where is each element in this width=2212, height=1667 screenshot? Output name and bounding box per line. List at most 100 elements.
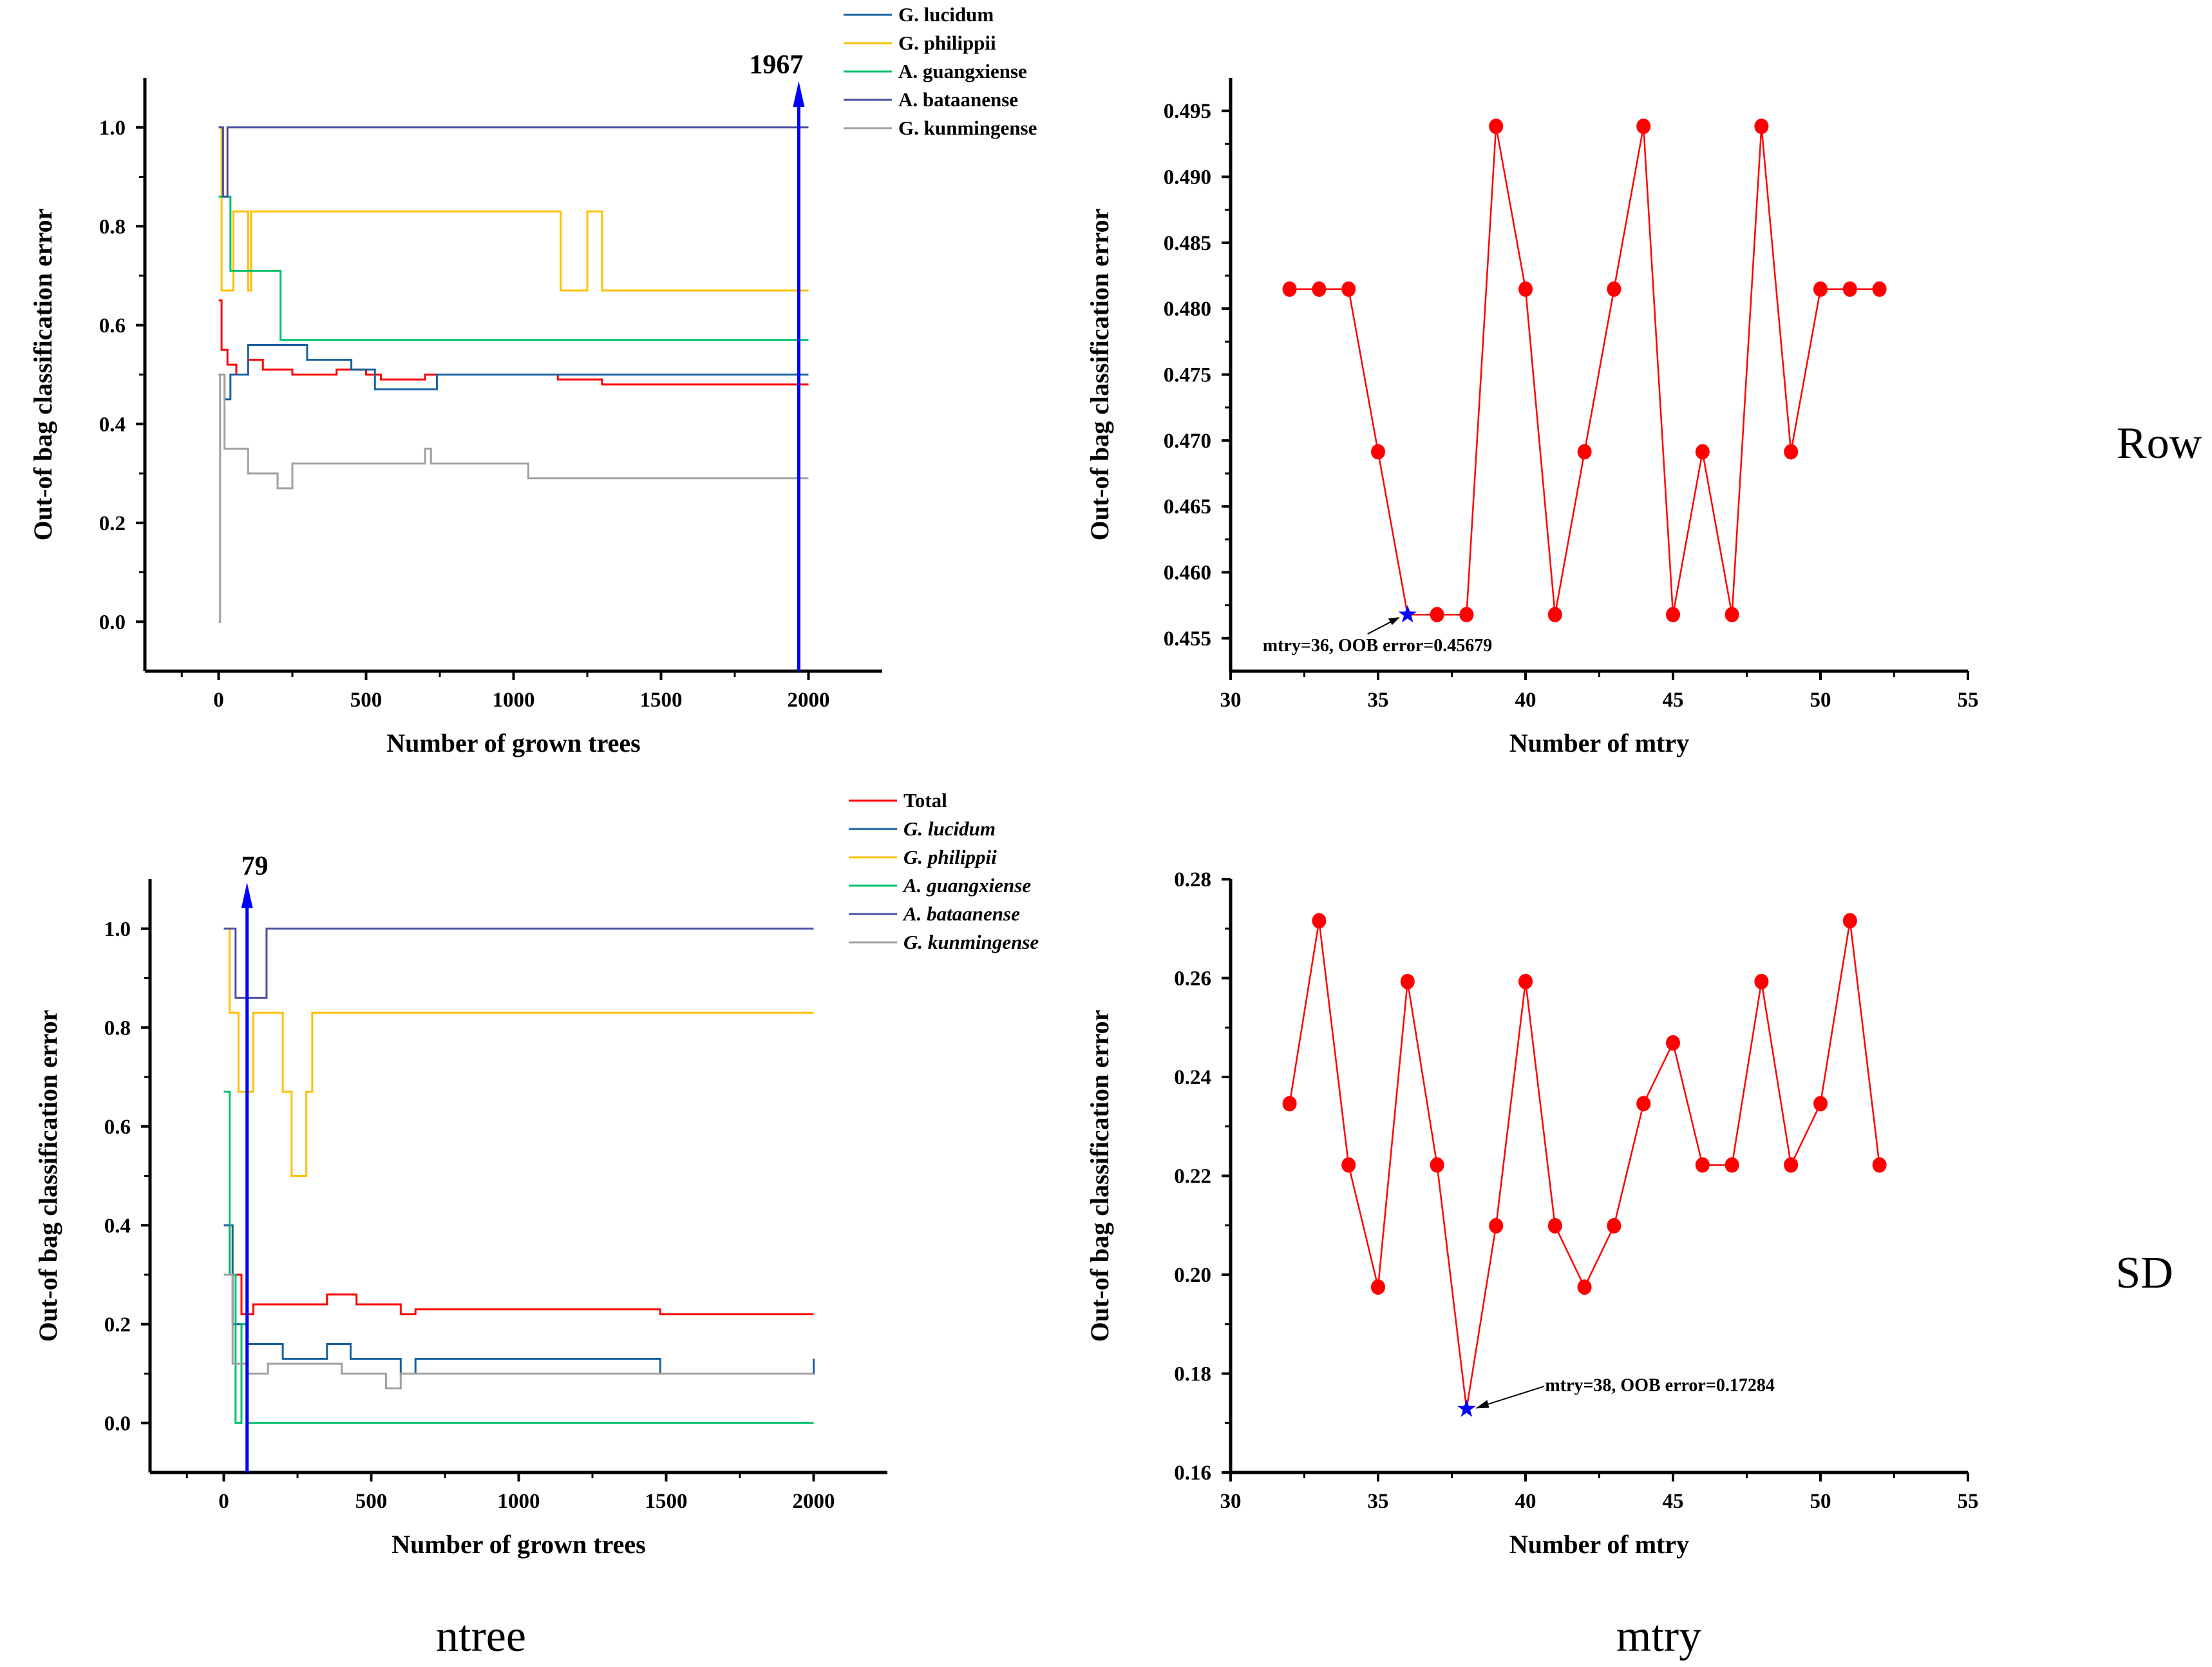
sd-ntree-chart: 0 500 1000 1500 2000 0.0 0.2 0.4 0.6 0.8 1.0 Number… — [33, 789, 1039, 1559]
row-label: Row — [2117, 419, 2202, 468]
legend-label: G. lucidum — [903, 817, 996, 840]
x-tick-label: 30 — [1220, 1490, 1242, 1513]
arrow-head-icon — [793, 81, 805, 107]
data-point — [1784, 444, 1799, 460]
x-tick-label: 40 — [1515, 1490, 1536, 1513]
y-axis-title: Out-of bag classification error — [28, 209, 57, 541]
legend-label: G. kunmingense — [898, 117, 1037, 139]
series-line-total — [223, 1224, 814, 1315]
data-point — [1371, 1279, 1385, 1295]
x-tick-label: 1500 — [645, 1490, 688, 1513]
data-point — [1312, 281, 1327, 297]
y-tick-label: 0.24 — [1174, 1066, 1211, 1089]
legend-label: A. bataanense — [898, 88, 1018, 111]
x-tick-label: 500 — [355, 1490, 388, 1513]
sd-label: SD — [2115, 1248, 2173, 1298]
y-tick-label: 0.495 — [1164, 100, 1211, 123]
data-point — [1842, 913, 1857, 929]
series-line-g-philippii — [223, 928, 814, 1177]
series-line-a-bataanense — [223, 928, 814, 999]
legend-label: A. guangxiense — [902, 874, 1031, 897]
y-tick-label: 0.20 — [1174, 1264, 1211, 1287]
x-tick-label: 1500 — [640, 689, 683, 712]
mtry-label: mtry — [1616, 1612, 1701, 1661]
ntree-label: ntree — [436, 1612, 526, 1661]
x-tick-label: 40 — [1515, 689, 1536, 712]
best-mtry-annotation: mtry=38, OOB error=0.17284 — [1545, 1375, 1774, 1395]
y-tick-label: 0.0 — [99, 611, 126, 634]
x-tick-label: 45 — [1663, 1490, 1684, 1513]
series-line-g-philippii — [218, 126, 809, 292]
data-point — [1547, 1218, 1562, 1234]
x-tick-label: 1000 — [493, 689, 535, 712]
y-tick-label: 1.0 — [104, 918, 131, 941]
y-tick-label: 0.8 — [99, 215, 126, 238]
x-tick-label: 35 — [1368, 1490, 1389, 1513]
y-tick-label: 0.485 — [1164, 232, 1211, 255]
x-tick-label: 30 — [1220, 689, 1242, 712]
data-point — [1282, 281, 1297, 297]
arrow-head-icon — [241, 882, 253, 908]
legend-label: Total — [903, 789, 947, 812]
series-line-g-lucidum — [223, 1224, 815, 1375]
optimal-ntree-label: 79 — [241, 852, 269, 881]
data-point — [1518, 281, 1533, 297]
data-point — [1784, 1157, 1799, 1173]
x-tick-label: 2000 — [788, 689, 830, 712]
y-tick-label: 0.6 — [104, 1116, 131, 1139]
series-line-g-kunmingense — [223, 1273, 814, 1390]
arrow-head-icon — [1388, 617, 1400, 625]
y-axis-title: Out-of bag classification error — [1085, 1010, 1114, 1342]
data-point — [1312, 913, 1327, 929]
series-line-g-lucidum — [218, 343, 809, 401]
data-point — [1341, 281, 1356, 297]
x-tick-label: 500 — [350, 689, 383, 712]
data-point — [1577, 444, 1592, 460]
x-tick-label: 2000 — [793, 1490, 835, 1513]
data-point — [1489, 1218, 1504, 1234]
optimal-ntree-label: 1967 — [749, 50, 803, 80]
legend-label: G. kunmingense — [903, 931, 1039, 953]
series-line — [1289, 126, 1880, 616]
data-point — [1282, 1096, 1297, 1112]
x-tick-label: 0 — [213, 689, 224, 712]
data-point — [1813, 1096, 1828, 1112]
row-mtry-chart: 30 35 40 45 50 55 0.455 0.460 0.465 0.470 0.475 0.4… — [1085, 78, 1979, 757]
data-point — [1607, 281, 1621, 297]
y-tick-label: 0.18 — [1174, 1363, 1211, 1386]
data-point — [1725, 607, 1739, 623]
legend-label: G. philippii — [898, 32, 996, 54]
data-point — [1872, 1157, 1887, 1173]
y-axis-title: Out-of bag classification error — [33, 1010, 62, 1342]
data-point — [1489, 119, 1504, 135]
data-point — [1872, 281, 1887, 297]
legend-label: A. guangxiense — [898, 60, 1027, 82]
y-tick-label: 0.460 — [1164, 562, 1211, 585]
data-point — [1341, 1157, 1356, 1173]
data-point — [1754, 973, 1769, 989]
data-point — [1607, 1218, 1621, 1234]
y-tick-label: 0.4 — [104, 1214, 131, 1237]
y-tick-label: 0.26 — [1174, 967, 1211, 991]
data-point — [1371, 444, 1385, 460]
data-point — [1547, 607, 1562, 623]
data-point — [1577, 1279, 1592, 1295]
y-axis-title: Out-of bag classification error — [1085, 209, 1114, 541]
data-point — [1636, 1096, 1651, 1112]
data-point — [1400, 973, 1415, 989]
x-tick-label: 0 — [218, 1490, 229, 1513]
row-ntree-chart: 0 500 1000 1500 2000 0.0 0.2 0.4 0.6 0.8 1.0 Number… — [28, 3, 1037, 757]
y-tick-label: 0.0 — [104, 1412, 131, 1435]
y-tick-label: 0.470 — [1164, 430, 1211, 453]
x-axis-title: Number of grown trees — [386, 729, 640, 757]
data-point — [1695, 1157, 1710, 1173]
x-axis-title: Number of mtry — [1509, 729, 1689, 757]
data-point — [1725, 1157, 1739, 1173]
y-tick-label: 0.28 — [1174, 868, 1211, 891]
series-line-g-kunmingense — [218, 374, 809, 623]
arrow-head-icon — [1475, 1400, 1489, 1409]
best-point-star-icon — [1457, 1399, 1476, 1417]
data-point — [1842, 281, 1857, 297]
y-tick-label: 0.480 — [1164, 298, 1211, 321]
